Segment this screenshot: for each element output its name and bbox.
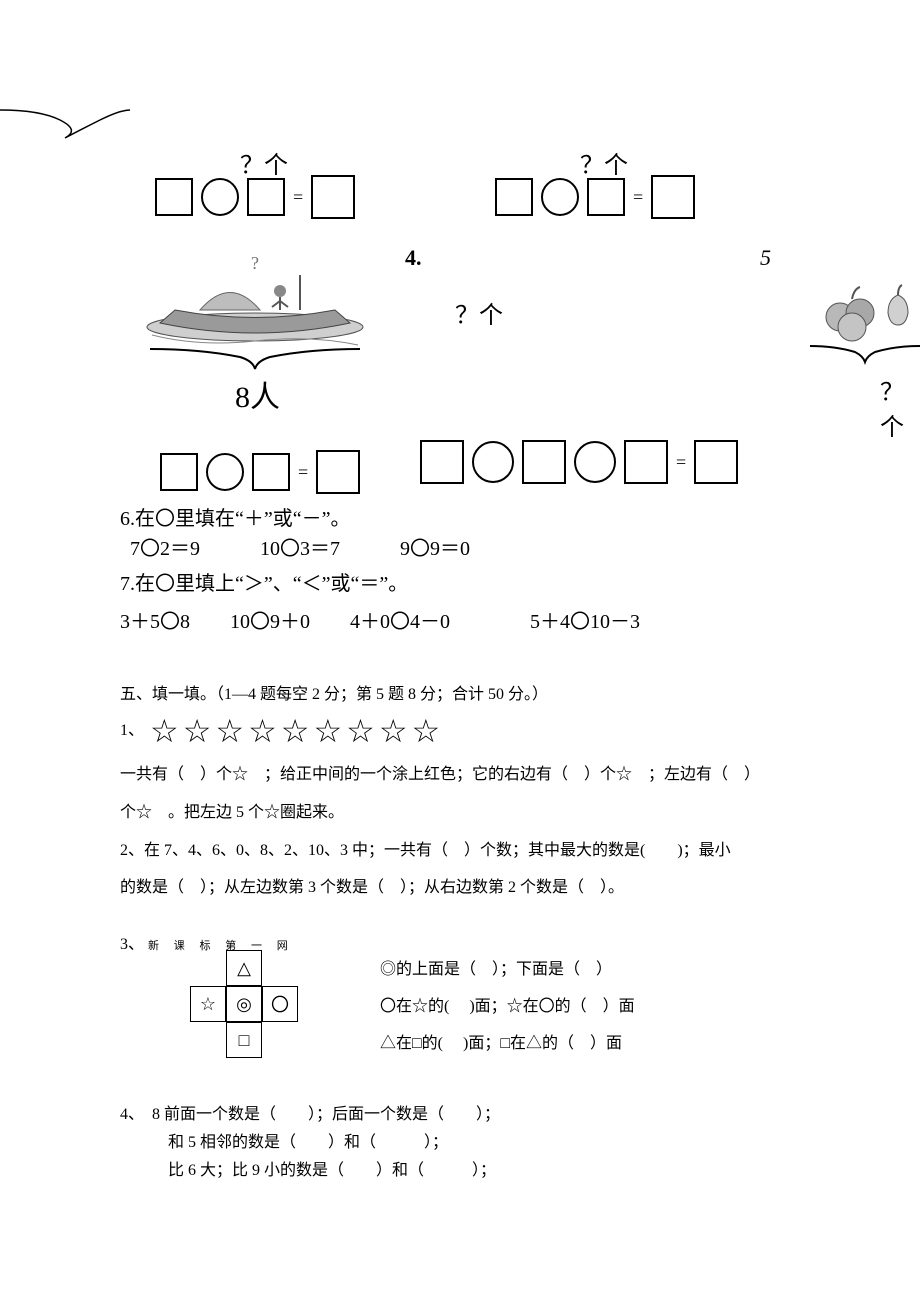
q1-stars: ☆☆☆☆☆☆☆☆☆ <box>150 712 444 750</box>
q1-row: 1、 ☆☆☆☆☆☆☆☆☆ <box>120 712 444 750</box>
q1-prefix: 1、 <box>120 716 144 746</box>
brace-fruit <box>810 342 920 366</box>
q3-r1: ◎的上面是（ ）；下面是（ ） <box>380 955 612 985</box>
q6-items: 7〇2＝9 10〇3＝7 9〇9＝0 <box>130 535 470 563</box>
q6-item-1: 7〇2＝9 <box>130 535 200 563</box>
section5-header: 五、填一填。（1—4 题每空 2 分；第 5 题 8 分；合计 50 分。） <box>120 680 548 710</box>
equation-template-3: = <box>160 450 360 494</box>
q3-r2: 〇在☆的( )面；☆在〇的（ ）面 <box>380 992 635 1022</box>
q-count-label-4: ？个 <box>880 372 920 442</box>
q2-line1: 2、在 7、4、6、0、8、2、10、3 中；一共有（ ）个数；其中最大的数是(… <box>120 836 820 866</box>
q7-item-2: 10〇9＋0 <box>230 608 310 636</box>
q4-number: 4. <box>405 245 422 271</box>
fruit-image <box>820 275 920 345</box>
q4-l3: 比 6 大；比 9 小的数是（ ）和（ ）； <box>168 1156 496 1186</box>
grid-bottom: □ <box>226 1022 262 1058</box>
five-char: 5 <box>760 245 771 271</box>
q1-line1: 一共有（ ）个☆ ；给正中间的一个涂上红色；它的右边有（ ）个☆ ；左边有（ ） <box>120 760 820 790</box>
grid-top: △ <box>226 950 262 986</box>
q1-line2: 个☆ 。把左边 5 个☆圈起来。 <box>120 798 344 828</box>
q4-l2: 和 5 相邻的数是（ ）和（ ）； <box>168 1128 448 1158</box>
grid-center: ◎ <box>226 986 262 1022</box>
brace-boat <box>150 345 360 373</box>
grid-left: ☆ <box>190 986 226 1022</box>
q3-r3: △在□的( )面；□在△的（ ）面 <box>380 1029 622 1059</box>
q6-item-3: 9〇9＝0 <box>400 535 470 563</box>
q3-grid: △ ☆ ◎ 〇 □ <box>190 950 298 1058</box>
equation-template-2: = <box>495 175 695 219</box>
q6-item-2: 10〇3＝7 <box>260 535 340 563</box>
q7-item-3: 4＋0〇4－0 <box>350 608 450 636</box>
q4-l1: 4、 8 前面一个数是（ ）；后面一个数是（ ）； <box>120 1100 500 1130</box>
equation-template-1: = <box>155 175 355 219</box>
q2-line2: 的数是（ ）；从左边数第 3 个数是（ ）；从右边数第 2 个数是（ ）。 <box>120 873 624 903</box>
q7-item-1: 3＋5〇8 <box>120 608 190 636</box>
equation-template-4: = <box>420 440 738 484</box>
q7-title: 7.在〇里填上“＞”、“＜”或“＝”。 <box>120 570 408 598</box>
grid-right: 〇 <box>262 986 298 1022</box>
q7-item-4: 5＋4〇10－3 <box>530 608 640 636</box>
svg-text:?: ? <box>251 255 259 273</box>
q6-title: 6.在〇里填在“＋”或“－”。 <box>120 505 351 533</box>
q-count-label-3: ？个 <box>455 295 503 330</box>
eight-people-label: 8人 <box>235 372 280 416</box>
q7-items: 3＋5〇8 10〇9＋0 4＋0〇4－0 5＋4〇10－3 <box>120 608 640 636</box>
boat-image: ? <box>140 255 370 350</box>
brace-decoration <box>0 100 130 140</box>
q3-prefix: 3、 <box>120 936 144 953</box>
